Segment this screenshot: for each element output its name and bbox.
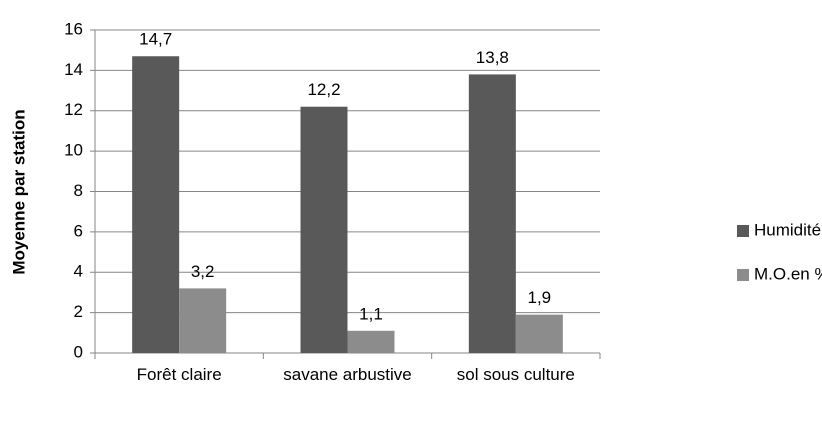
bar (515, 314, 563, 353)
bar (300, 106, 348, 354)
y-tick-label: 16 (64, 19, 83, 38)
x-tick-label: savane arbustive (283, 365, 412, 384)
y-tick-label: 2 (74, 302, 83, 321)
y-tick-label: 8 (74, 181, 83, 200)
x-tick-label: Forêt claire (136, 365, 222, 384)
data-label: 13,8 (476, 48, 509, 67)
x-tick-label: sol sous culture (456, 365, 575, 384)
bar (347, 330, 395, 353)
legend-swatch (737, 269, 749, 281)
legend-swatch (737, 225, 749, 237)
y-tick-label: 4 (74, 262, 83, 281)
y-axis-label: Moyenne par station (9, 109, 28, 274)
y-tick-label: 0 (74, 342, 83, 361)
bar (179, 288, 227, 353)
data-label: 3,2 (191, 262, 215, 281)
y-tick-label: 14 (64, 60, 83, 79)
legend-label: M.O.en % (754, 264, 822, 283)
data-label: 12,2 (307, 80, 340, 99)
y-tick-label: 6 (74, 221, 83, 240)
bar (468, 74, 516, 353)
data-label: 1,1 (359, 304, 383, 323)
data-label: 1,9 (528, 288, 552, 307)
data-label: 14,7 (139, 30, 172, 49)
legend-label: Humidité en % (754, 220, 822, 239)
y-tick-label: 10 (64, 141, 83, 160)
bar (132, 56, 180, 354)
y-tick-label: 12 (64, 100, 83, 119)
